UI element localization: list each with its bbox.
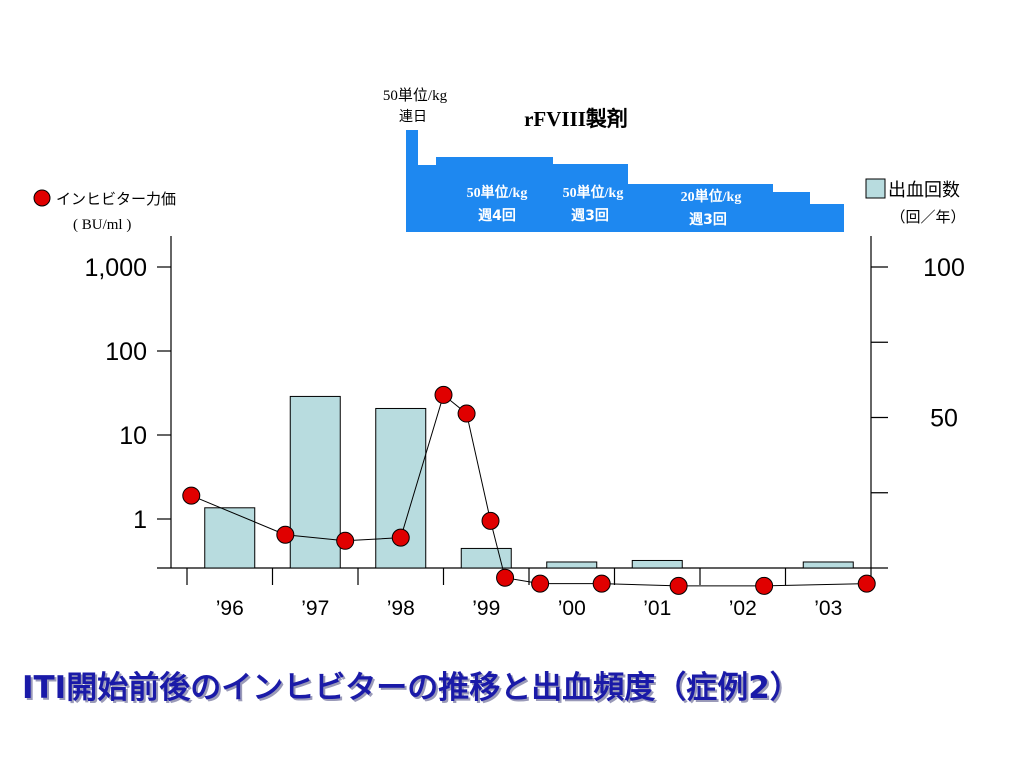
legend-inhibitor: インヒビター力価 ( BU/ml ) [33,189,176,233]
legend-inhibitor-unit: ( BU/ml ) [73,217,131,233]
treatment-dose-shape [406,130,844,232]
right-axis-ticks: 100 50 [871,254,965,494]
inhibitor-point [434,385,453,404]
bleeding-bar [289,395,341,569]
left-tick-label: 1,000 [84,254,147,282]
inhibitor-series [182,385,876,595]
inhibitor-point [669,576,688,595]
left-tick-label: 1 [133,506,147,534]
x-axis: ’96 ’97 ’98 ’99 ’00 ’01 ’02 ’03 [157,567,888,620]
x-tick-label: ’00 [558,597,586,620]
right-tick-label: 50 [930,405,958,433]
legend-bleeding: 出血回数 （回／年） [865,178,966,226]
inhibitor-point [182,486,201,505]
x-tick-label: ’96 [216,597,244,620]
x-tick-label: ’01 [643,597,671,620]
inhibitor-point [857,574,876,593]
slide-title: ITI開始前後のインヒビターの推移と出血頻度（症例2） [22,670,801,706]
inhibitor-point [457,404,476,423]
phase-3-dose: 20単位/kg [681,188,742,205]
phase-2-frequency: 週3回 [571,208,609,224]
bleeding-bar [546,561,598,569]
right-tick-label: 100 [923,254,965,282]
phase-1-frequency: 週4回 [478,208,516,224]
left-axis: 1,000 100 10 1 [84,236,172,568]
right-axis: 100 50 [870,236,965,568]
phase-2-dose: 50単位/kg [563,184,624,201]
treatment-label: rFVIII製剤 [524,107,628,131]
inhibitor-point [755,576,774,595]
inhibitor-point [592,574,611,593]
x-tick-label: ’99 [472,597,500,620]
legend-bleeding-unit: （回／年） [890,208,965,226]
x-tick-label: ’03 [814,597,842,620]
phase-3-frequency: 週3回 [689,212,727,228]
left-axis-ticks: 1,000 100 10 1 [84,254,171,534]
bleeding-bars [204,395,854,569]
treatment-annotation-line1: 50単位/kg [383,87,448,104]
inhibitor-point [481,511,500,530]
chart: 50単位/kg 連日 rFVIII製剤 50単位/kg 週4回 50単位/kg … [33,87,966,620]
x-tick-label: ’02 [729,597,757,620]
legend-inhibitor-marker [33,189,51,207]
treatment-timeline: 50単位/kg 連日 rFVIII製剤 50単位/kg 週4回 50単位/kg … [383,87,844,232]
legend-bleeding-label: 出血回数 [888,180,960,201]
inhibitor-point [531,574,550,593]
left-tick-label: 10 [119,422,147,450]
legend-inhibitor-label: インヒビター力価 [56,190,176,208]
inhibitor-point [496,568,515,587]
bleeding-bar [802,561,854,569]
bleeding-bar [631,559,683,569]
bleeding-bar [204,507,256,569]
x-tick-label: ’98 [387,597,415,620]
inhibitor-point [336,531,355,550]
x-axis-ticks: ’96 ’97 ’98 ’99 ’00 ’01 ’02 ’03 [186,568,872,620]
inhibitor-point [276,525,295,544]
inhibitor-point [391,528,410,547]
x-tick-label: ’97 [301,597,329,620]
left-tick-label: 100 [105,338,147,366]
treatment-annotation-line2: 連日 [399,109,427,125]
phase-1-dose: 50単位/kg [467,184,528,201]
legend-bleeding-swatch [865,178,886,199]
bleeding-bar [460,547,512,569]
